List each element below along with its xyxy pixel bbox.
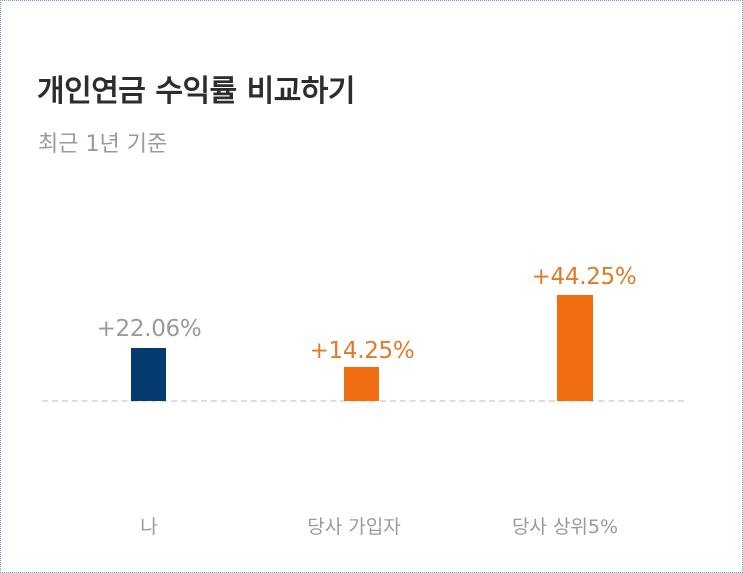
chart-title: 개인연금 수익률 비교하기	[37, 74, 356, 109]
category-label-me: 나	[140, 516, 158, 538]
category-label-company-top5: 당사 상위5%	[511, 516, 619, 538]
bar-company-members	[344, 367, 379, 401]
bar-value-me: +22.06%	[96, 316, 202, 342]
bar-value-company-top5: +44.25%	[531, 264, 637, 290]
bar-company-top5	[557, 295, 593, 401]
chart-subtitle: 최근 1년 기준	[38, 132, 168, 157]
baseline-dashed	[42, 400, 684, 402]
bar-me	[131, 348, 166, 401]
category-label-company-members: 당사 가입자	[307, 516, 401, 538]
bar-value-company-members: +14.25%	[309, 338, 415, 364]
